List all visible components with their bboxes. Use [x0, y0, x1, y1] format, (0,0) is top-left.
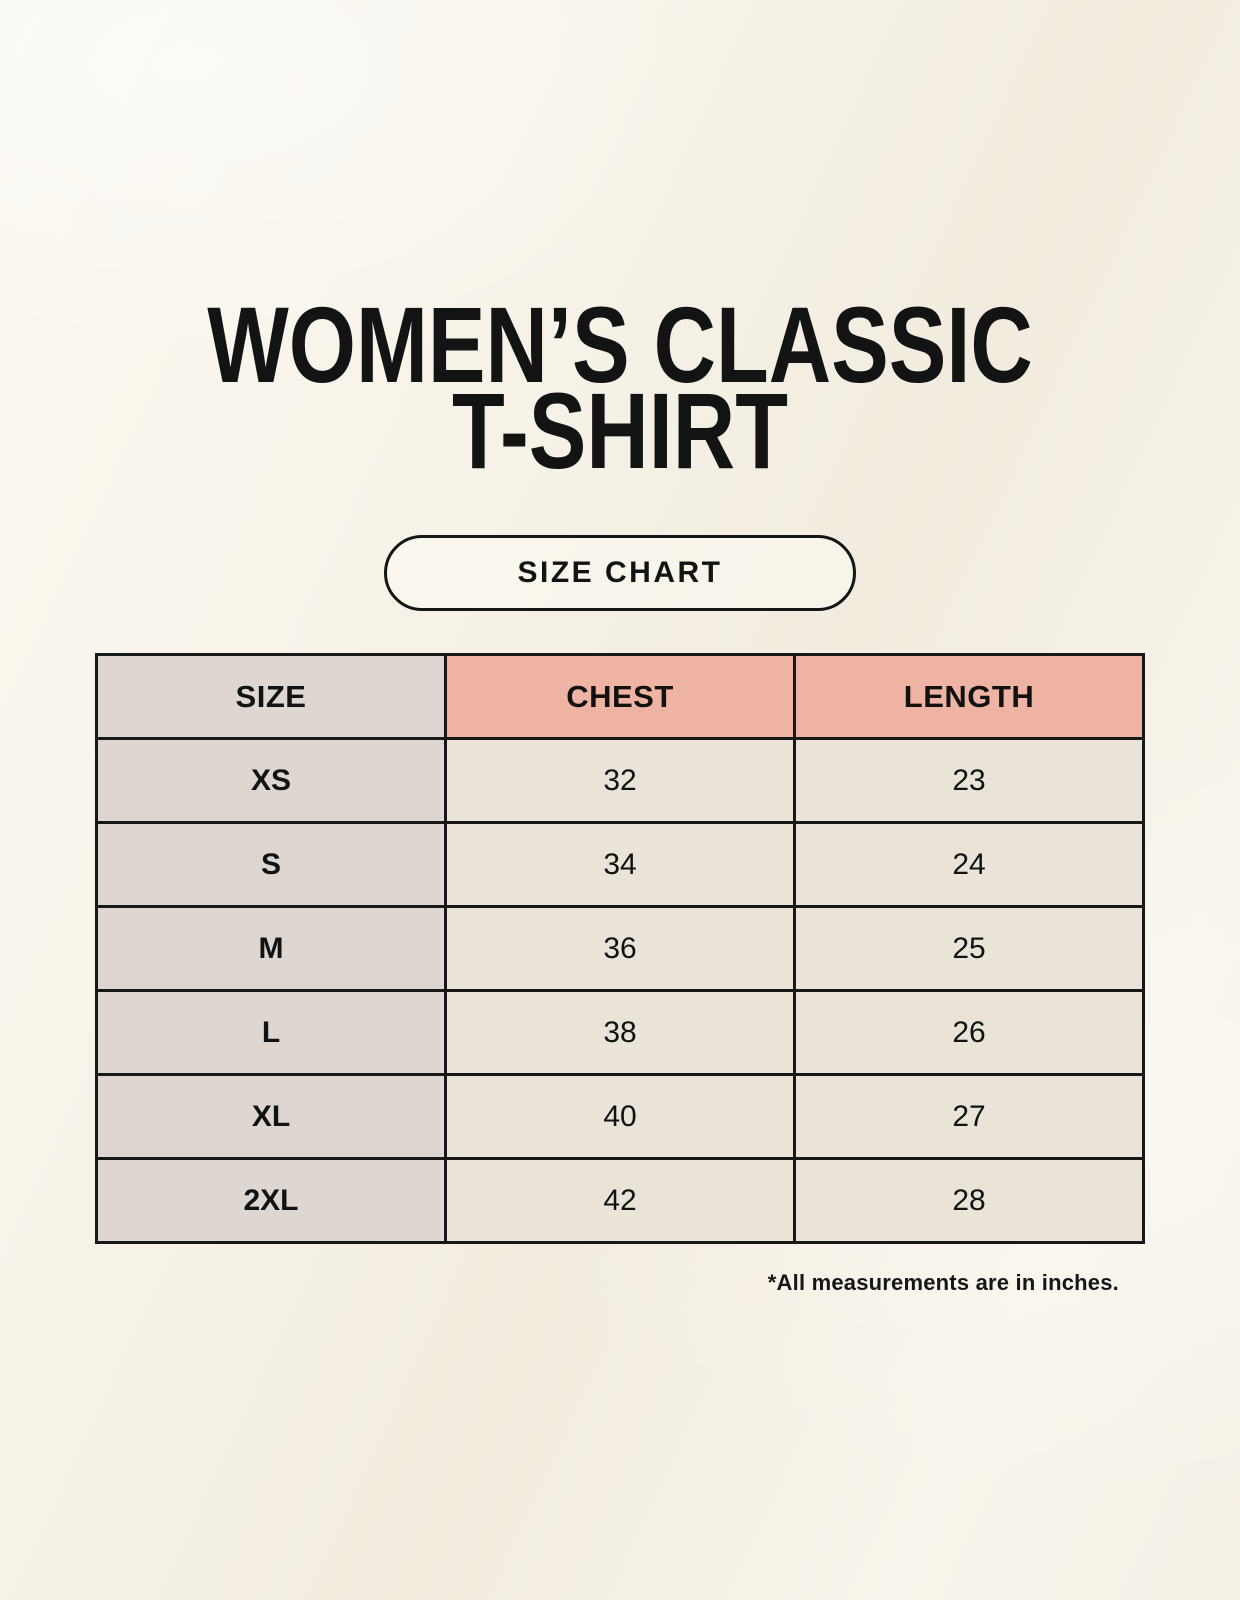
chest-cell: 38	[444, 989, 796, 1076]
page-title-line2: T-SHIRT	[452, 370, 788, 491]
size-cell: M	[95, 905, 447, 992]
length-cell: 25	[793, 905, 1145, 992]
chest-cell: 40	[444, 1073, 796, 1160]
page-title-line1: WOMEN’S CLASSIC	[207, 284, 1033, 405]
size-cell: S	[95, 821, 447, 908]
table-row: XS 32 23	[95, 737, 1145, 824]
size-cell: XS	[95, 737, 447, 824]
size-cell: L	[95, 989, 447, 1076]
column-header-size: SIZE	[95, 653, 447, 740]
length-cell: 27	[793, 1073, 1145, 1160]
chest-cell: 42	[444, 1157, 796, 1244]
table-row: XL 40 27	[95, 1073, 1145, 1160]
page-title: WOMEN’S CLASSIC T-SHIRT	[0, 284, 1240, 491]
chest-cell: 36	[444, 905, 796, 992]
table-row: 2XL 42 28	[95, 1157, 1145, 1244]
chest-cell: 32	[444, 737, 796, 824]
length-cell: 28	[793, 1157, 1145, 1244]
length-cell: 23	[793, 737, 1145, 824]
measurement-note: *All measurements are in inches.	[767, 1270, 1119, 1295]
size-cell: XL	[95, 1073, 447, 1160]
table-row: M 36 25	[95, 905, 1145, 992]
table-header-row: SIZE CHEST LENGTH	[95, 653, 1145, 740]
size-chart-badge[interactable]: SIZE CHART	[384, 535, 856, 611]
column-header-chest: CHEST	[444, 653, 796, 740]
length-cell: 24	[793, 821, 1145, 908]
table-row: L 38 26	[95, 989, 1145, 1076]
chest-cell: 34	[444, 821, 796, 908]
size-chart-badge-label: SIZE CHART	[517, 556, 723, 589]
size-cell: 2XL	[95, 1157, 447, 1244]
column-header-length: LENGTH	[793, 653, 1145, 740]
size-chart-table: SIZE CHEST LENGTH XS 32 23 S 34 24 M 36 …	[95, 653, 1145, 1244]
length-cell: 26	[793, 989, 1145, 1076]
table-row: S 34 24	[95, 821, 1145, 908]
